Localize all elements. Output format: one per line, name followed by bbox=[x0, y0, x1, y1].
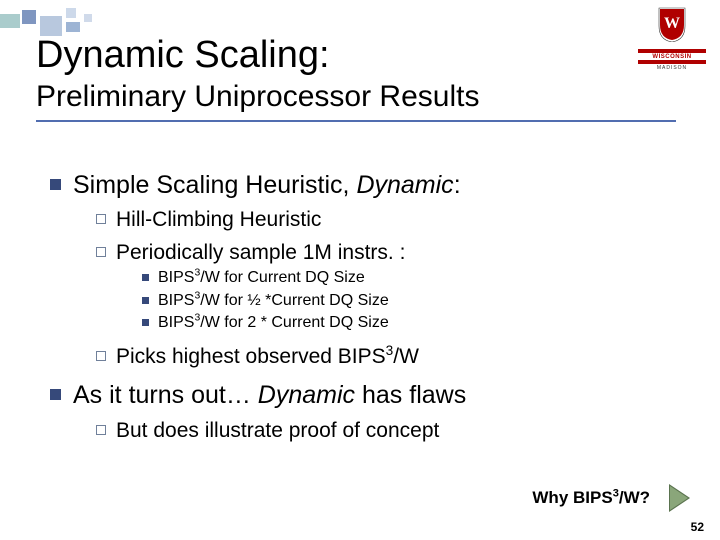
small-square-icon bbox=[142, 319, 149, 326]
square-bullet-icon bbox=[50, 179, 61, 190]
title-rule bbox=[36, 120, 676, 122]
hollow-square-icon bbox=[96, 214, 106, 224]
bullet-lvl2: Hill-Climbing Heuristic bbox=[96, 207, 680, 233]
decorative-squares bbox=[0, 8, 110, 36]
page-number: 52 bbox=[691, 520, 704, 534]
bullet-text: Simple Scaling Heuristic, Dynamic: bbox=[73, 170, 461, 201]
small-square-icon bbox=[142, 297, 149, 304]
bullet-text: Periodically sample 1M instrs. : bbox=[116, 240, 405, 266]
bullet-text: BIPS3/W for ½ *Current DQ Size bbox=[158, 291, 389, 312]
small-square-icon bbox=[142, 274, 149, 281]
slide-content: Simple Scaling Heuristic, Dynamic: Hill-… bbox=[50, 170, 680, 444]
title-sub: Preliminary Uniprocessor Results bbox=[36, 80, 684, 114]
bullet-text: As it turns out… Dynamic has flaws bbox=[73, 380, 466, 411]
hollow-square-icon bbox=[96, 247, 106, 257]
bullet-text: BIPS3/W for 2 * Current DQ Size bbox=[158, 313, 389, 334]
bullet-lvl3: BIPS3/W for ½ *Current DQ Size bbox=[142, 291, 680, 312]
bullet-lvl1: As it turns out… Dynamic has flaws bbox=[50, 380, 680, 411]
bullet-lvl1: Simple Scaling Heuristic, Dynamic: bbox=[50, 170, 680, 201]
bullet-lvl3: BIPS3/W for Current DQ Size bbox=[142, 268, 680, 289]
hollow-square-icon bbox=[96, 351, 106, 361]
hollow-square-icon bbox=[96, 425, 106, 435]
bullet-text: Picks highest observed BIPS3/W bbox=[116, 344, 419, 370]
bullet-lvl2: Picks highest observed BIPS3/W bbox=[96, 344, 680, 370]
footer-question: Why BIPS3/W? bbox=[532, 488, 650, 508]
bullet-lvl3: BIPS3/W for 2 * Current DQ Size bbox=[142, 313, 680, 334]
slide-title: Dynamic Scaling: Preliminary Uniprocesso… bbox=[36, 36, 684, 122]
next-arrow-icon-fill bbox=[670, 486, 688, 510]
bullet-lvl2: But does illustrate proof of concept bbox=[96, 418, 680, 444]
bullet-lvl2: Periodically sample 1M instrs. : bbox=[96, 240, 680, 266]
square-bullet-icon bbox=[50, 389, 61, 400]
title-main: Dynamic Scaling: bbox=[36, 36, 684, 76]
svg-text:W: W bbox=[664, 15, 680, 32]
bullet-text: But does illustrate proof of concept bbox=[116, 418, 439, 444]
bullet-text: Hill-Climbing Heuristic bbox=[116, 207, 321, 233]
bullet-text: BIPS3/W for Current DQ Size bbox=[158, 268, 365, 289]
